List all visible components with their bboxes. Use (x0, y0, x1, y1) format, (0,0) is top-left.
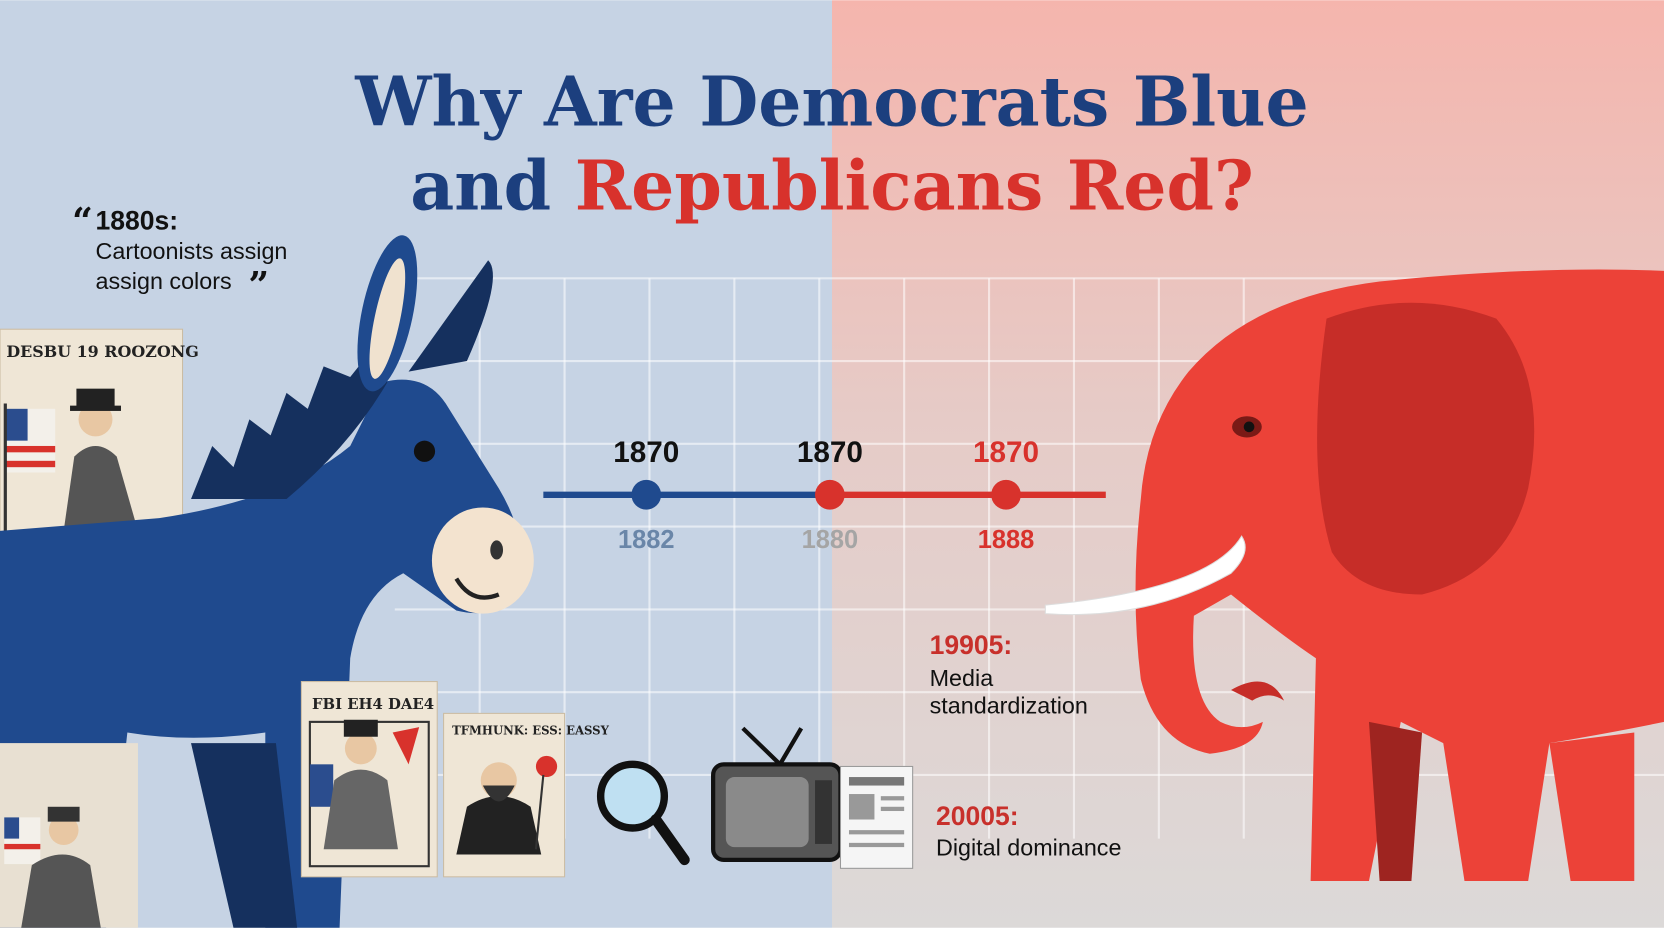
donkey-illustration (0, 235, 534, 928)
poster-label: FBI EH4 DAE4 (312, 695, 434, 713)
quote-heading: 1880s: (96, 205, 179, 235)
quote-open: “ (72, 200, 93, 243)
timeline-top-label: 1870 (973, 436, 1039, 469)
timeline-top-label: 1870 (797, 436, 863, 469)
magnifier-icon (596, 760, 690, 866)
note-line: Media (930, 665, 994, 691)
tv-icon (711, 726, 843, 862)
poster: FBI EH4 DAE4 (300, 681, 438, 878)
timeline-bottom-label: 1882 (618, 526, 675, 554)
title-highlight: Republicans Red? (575, 146, 1254, 226)
note-line: standardization (930, 692, 1088, 718)
timeline-bottom-label: 1888 (978, 526, 1035, 554)
title-prefix: and (410, 146, 551, 226)
elephant-illustration (1044, 269, 1664, 882)
timeline-bottom-label: 1880 (802, 526, 859, 554)
timeline: 1870 1870 1870 1882 1880 1888 (543, 436, 1106, 554)
poster-label: TFMHUNK: ESS: EASSY (452, 724, 610, 738)
timeline-top-label: 1870 (613, 436, 679, 469)
note-heading: 19905: (930, 630, 1013, 660)
quote-line: Cartoonists assign (96, 238, 288, 264)
note-heading: 20005: (936, 801, 1019, 831)
poster: TFMHUNK: ESS: EASSY (443, 712, 610, 878)
quote-close: ” (248, 263, 269, 306)
poster: DESBU 19 ROOZONG (0, 328, 199, 534)
timeline-dot (815, 479, 845, 510)
poster (0, 743, 138, 928)
timeline-dot (631, 479, 662, 510)
poster-label: DESBU 19 ROOZONG (6, 342, 198, 361)
note-line: Digital dominance (936, 835, 1121, 861)
title-line-1: Why Are Democrats Blue (354, 62, 1308, 142)
timeline-dot (991, 479, 1021, 510)
title-line-2: and Republicans Red? (410, 146, 1254, 226)
quote-line: assign colors (96, 268, 232, 294)
newspaper-icon (839, 765, 914, 869)
